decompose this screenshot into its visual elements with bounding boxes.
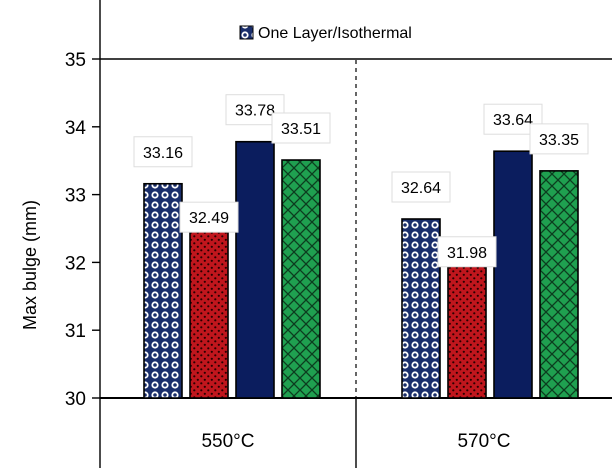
x-categories: 550°C 570°C (201, 431, 510, 452)
bar (143, 182, 183, 399)
bar (447, 262, 487, 399)
bar (539, 170, 579, 399)
y-tick-label: 34 (65, 118, 87, 139)
y-tick-label: 33 (65, 186, 86, 207)
legend-swatch (239, 25, 254, 40)
data-label-box (529, 123, 589, 155)
data-label: 33.64 (493, 112, 533, 129)
data-label-box (179, 201, 239, 233)
data-label-box (225, 94, 285, 126)
y-tick-label: 30 (65, 389, 86, 410)
data-label: 33.78 (235, 103, 275, 120)
data-label: 31.98 (447, 245, 487, 262)
data-label: 33.51 (281, 121, 321, 138)
data-label: 32.64 (401, 180, 441, 197)
data-label: 32.49 (189, 210, 229, 227)
y-axis-label: Max bulge (mm) (20, 200, 40, 330)
data-label: 33.35 (539, 132, 579, 149)
bars (143, 140, 579, 399)
x-category-label: 570°C (457, 431, 510, 452)
bar (493, 150, 533, 399)
data-label-box (133, 136, 193, 168)
data-label-box (271, 112, 331, 144)
legend: One Layer/Isothermal (239, 25, 412, 42)
data-label: 33.16 (143, 145, 183, 162)
y-ticks: 30 31 32 33 34 35 (65, 50, 100, 410)
bar (189, 228, 229, 399)
data-label-box (391, 171, 451, 203)
plot-frame (99, 0, 612, 468)
y-tick-label: 32 (65, 253, 86, 274)
y-tick-label: 35 (65, 50, 86, 71)
data-label-box (437, 236, 497, 268)
x-category-label: 550°C (201, 431, 254, 452)
data-labels: 33.16 32.49 33.78 33.51 32.64 31.98 33.64 33.35 (133, 94, 589, 268)
y-tick-label: 31 (65, 321, 86, 342)
bar (281, 159, 321, 399)
legend-label: One Layer/Isothermal (258, 25, 412, 42)
bar (401, 218, 441, 399)
bar (235, 140, 275, 399)
